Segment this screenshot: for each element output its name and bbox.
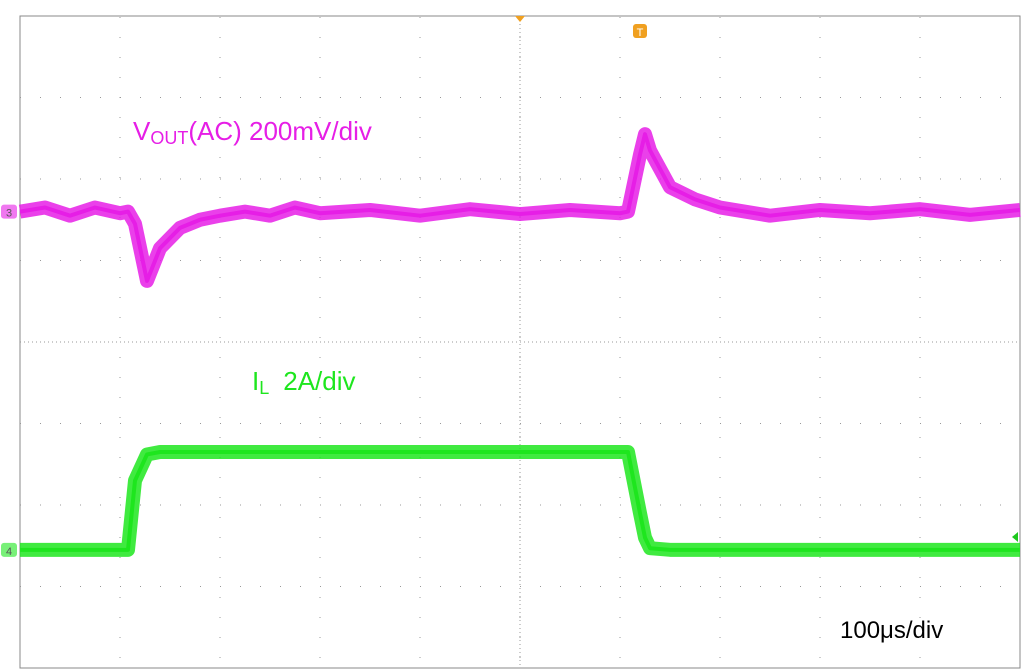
channel-label: IL 2A/div [252,366,356,398]
channel-label: VOUT(AC) 200mV/div [133,116,372,148]
label-subscript: OUT [150,128,188,148]
channel-marker-label: 3 [6,208,12,220]
trigger-marker-box [633,24,647,38]
channel-marker-box [1,204,17,219]
waveform [20,450,1020,552]
channel-marker: 3 [1,204,17,220]
timebase-label: 100μs/div [840,617,943,644]
label-rest: 2A/div [283,366,355,396]
channel-marker-label: 4 [6,546,12,558]
channel-marker: 4 [1,542,17,558]
trigger-position [515,16,525,22]
label-subscript: L [259,378,269,398]
label-main: I [252,366,259,396]
trigger-level [1012,532,1018,542]
label-main: V [133,116,151,146]
trigger-marker: T [637,27,644,39]
waveform [19,132,1021,283]
channel-marker-box [1,542,17,557]
label-rest: (AC) 200mV/div [188,116,372,146]
